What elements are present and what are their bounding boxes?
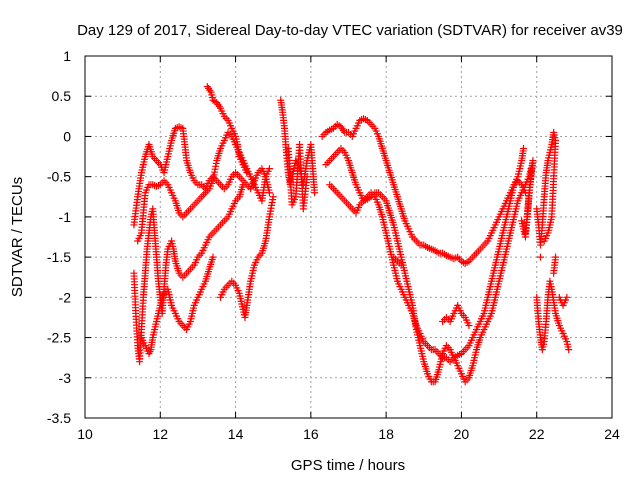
x-tick-label: 24: [604, 426, 620, 442]
x-tick-label: 18: [378, 426, 394, 442]
data-point: [209, 253, 217, 261]
y-axis-ticks: 1 0.5 0 -0.5 -1 -1.5 -2 -2.5 -3 -3.5: [47, 48, 612, 426]
y-tick-label: -3.5: [47, 410, 71, 426]
data-point: [269, 193, 277, 201]
y-tick-label: -1: [59, 209, 72, 225]
data-point: [397, 261, 405, 269]
data-point: [565, 346, 573, 354]
grid-lines: [85, 56, 612, 418]
y-axis-label: SDTVAR / TECUs: [9, 177, 26, 297]
x-tick-label: 16: [303, 426, 319, 442]
data-point: [520, 145, 528, 153]
y-tick-label: -2.5: [47, 330, 71, 346]
chart-title: Day 129 of 2017, Sidereal Day-to-day VTE…: [77, 22, 623, 39]
y-tick-label: -0.5: [47, 169, 71, 185]
data-point: [265, 165, 273, 173]
data-point: [243, 169, 251, 177]
x-tick-label: 14: [228, 426, 244, 442]
y-tick-label: -3: [59, 370, 72, 386]
x-tick-label: 12: [152, 426, 168, 442]
data-point: [303, 173, 311, 181]
data-point: [311, 189, 319, 197]
y-tick-label: 0: [63, 128, 71, 144]
y-tick-label: -1.5: [47, 249, 71, 265]
data-point: [563, 293, 571, 301]
x-axis-ticks: 10 12 14 16 18 20 22 24: [77, 56, 620, 442]
x-tick-label: 22: [529, 426, 545, 442]
plot-frame: [84, 55, 613, 419]
y-tick-label: 0.5: [52, 88, 72, 104]
data-point: [239, 181, 247, 189]
data-point: [540, 237, 548, 245]
data-point: [265, 189, 273, 197]
x-axis-label: GPS time / hours: [291, 457, 405, 474]
data-point: [465, 321, 473, 329]
data-point: [536, 253, 544, 261]
y-tick-label: 1: [63, 48, 71, 64]
data-points: [130, 83, 573, 386]
data-point: [550, 269, 558, 277]
x-tick-label: 10: [77, 426, 93, 442]
x-tick-label: 20: [454, 426, 470, 442]
y-tick-label: -2: [59, 289, 72, 305]
data-point: [518, 217, 526, 225]
